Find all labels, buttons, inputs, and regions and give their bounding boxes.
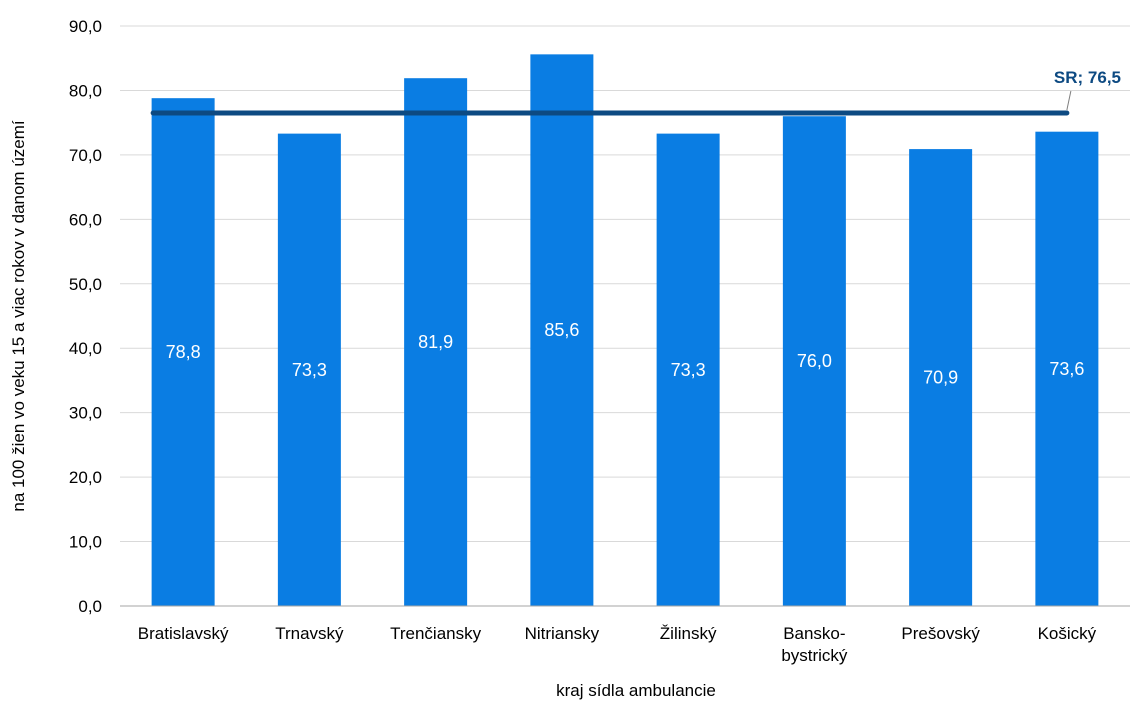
data-label: 73,3 xyxy=(292,360,327,380)
gridlines xyxy=(120,25,1130,543)
bar xyxy=(909,149,973,607)
bar xyxy=(782,116,846,606)
data-label: 76,0 xyxy=(797,351,832,371)
y-tick-label: 90,0 xyxy=(69,17,102,36)
bars xyxy=(151,54,1099,607)
y-tick-label: 50,0 xyxy=(69,275,102,294)
y-axis-title: na 100 žien vo veku 15 a viac rokov v da… xyxy=(9,120,28,511)
y-tick-label: 40,0 xyxy=(69,339,102,358)
y-tick-label: 70,0 xyxy=(69,146,102,165)
y-tick-label: 80,0 xyxy=(69,81,102,100)
y-tick-label: 10,0 xyxy=(69,533,102,552)
x-axis-title: kraj sídla ambulancie xyxy=(556,681,716,700)
bar xyxy=(656,133,720,606)
x-tick-label: Košický xyxy=(1038,624,1097,643)
x-tick-label: bystrický xyxy=(781,646,848,665)
x-tick-label: Prešovský xyxy=(901,624,980,643)
reference-line-label: SR; 76,5 xyxy=(1054,68,1121,87)
bar xyxy=(1035,131,1099,606)
x-tick-label: Žilinský xyxy=(660,624,717,643)
reference-line-group: SR; 76,5 xyxy=(150,68,1121,116)
bar xyxy=(277,133,341,606)
data-label: 70,9 xyxy=(923,368,958,388)
bar xyxy=(151,98,215,606)
x-tick-label: Trnavský xyxy=(275,624,344,643)
data-label: 78,8 xyxy=(166,342,201,362)
y-tick-label: 20,0 xyxy=(69,468,102,487)
x-tick-label: Bansko- xyxy=(783,624,845,643)
data-label: 81,9 xyxy=(418,332,453,352)
data-label: 73,3 xyxy=(671,360,706,380)
data-labels: 78,8 73,3 81,9 85,6 73,3 76,0 70,9 73,6 xyxy=(166,320,1085,387)
data-label: 73,6 xyxy=(1049,359,1084,379)
bar xyxy=(530,54,594,607)
y-axis: 0,0 10,0 20,0 30,0 40,0 50,0 60,0 70,0 80,0 90,0 xyxy=(69,17,102,616)
y-tick-label: 0,0 xyxy=(78,597,102,616)
y-tick-label: 60,0 xyxy=(69,210,102,229)
data-label: 85,6 xyxy=(544,320,579,340)
bar xyxy=(404,78,468,606)
x-tick-label: Trenčiansky xyxy=(390,624,482,643)
x-tick-label: Nitriansky xyxy=(525,624,600,643)
reference-label-leader xyxy=(1066,90,1072,111)
y-tick-label: 30,0 xyxy=(69,404,102,423)
x-axis: Bratislavský Trnavský Trenčiansky Nitriansk… xyxy=(120,605,1130,665)
x-tick-label: Bratislavský xyxy=(138,624,229,643)
